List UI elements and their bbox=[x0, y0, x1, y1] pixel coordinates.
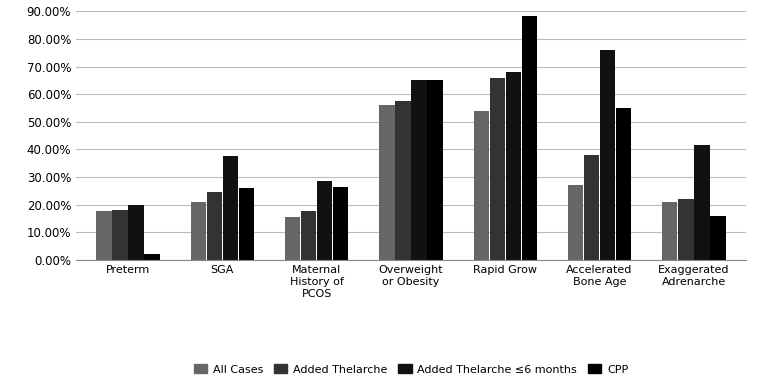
Bar bbox=[97, 212, 112, 260]
Bar bbox=[568, 185, 583, 260]
Bar bbox=[662, 202, 677, 260]
Bar bbox=[113, 210, 128, 260]
Bar bbox=[522, 16, 537, 260]
Bar bbox=[600, 50, 615, 260]
Bar bbox=[301, 212, 317, 260]
Bar bbox=[333, 187, 349, 260]
Bar bbox=[710, 215, 725, 260]
Bar bbox=[489, 78, 505, 260]
Bar bbox=[207, 192, 222, 260]
Bar bbox=[223, 156, 238, 260]
Bar bbox=[379, 105, 394, 260]
Bar bbox=[317, 181, 333, 260]
Bar bbox=[239, 188, 254, 260]
Bar bbox=[473, 111, 489, 260]
Bar bbox=[285, 217, 300, 260]
Bar bbox=[505, 72, 521, 260]
Bar bbox=[616, 108, 632, 260]
Bar bbox=[145, 254, 160, 260]
Bar bbox=[694, 145, 709, 260]
Bar bbox=[428, 81, 443, 260]
Legend: All Cases, Added Thelarche, Added Thelarche ≤6 months, CPP: All Cases, Added Thelarche, Added Thelar… bbox=[189, 360, 632, 379]
Bar bbox=[129, 205, 144, 260]
Bar bbox=[412, 81, 427, 260]
Bar bbox=[190, 202, 206, 260]
Bar bbox=[678, 199, 693, 260]
Bar bbox=[584, 155, 599, 260]
Bar bbox=[395, 101, 410, 260]
